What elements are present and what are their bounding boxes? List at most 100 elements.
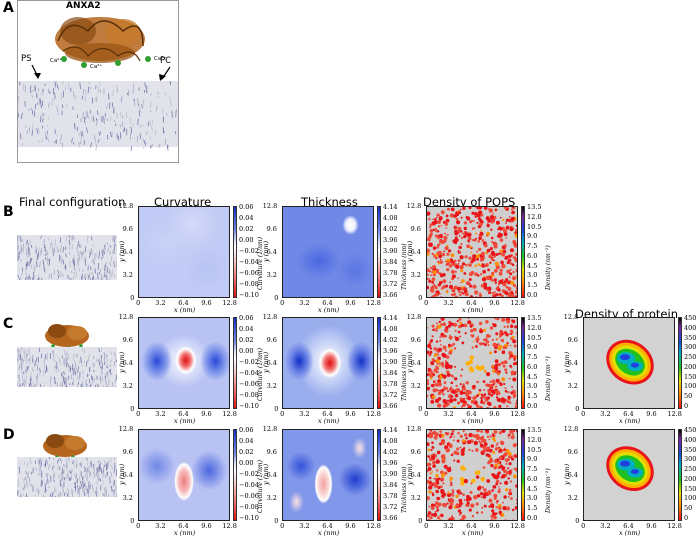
colorbar-tick-label: 10.5 bbox=[527, 223, 541, 231]
colorbar-tick-label: 3.78 bbox=[383, 269, 397, 277]
protein-on-membrane-c bbox=[17, 322, 117, 387]
colorbar-tick-label: 0.04 bbox=[239, 437, 253, 445]
y-axis-label: y (nm) bbox=[406, 241, 414, 262]
colorbar-thickness bbox=[377, 317, 381, 409]
colorbar-label: Density (nm⁻²) bbox=[545, 356, 552, 401]
x-tick-label: 0 bbox=[136, 522, 140, 530]
panel-label-c: C bbox=[3, 316, 13, 332]
y-axis-label: y (nm) bbox=[118, 352, 126, 373]
colorbar-tick-label: 400 bbox=[684, 436, 696, 444]
colorbar-tick-label: 3.84 bbox=[383, 258, 397, 266]
colorbar-tick-label: 0 bbox=[684, 514, 688, 522]
y-axis-label: y (nm) bbox=[118, 464, 126, 485]
y-tick-label: 3.2 bbox=[411, 271, 421, 279]
colorbar-tick-label: 3.90 bbox=[383, 358, 397, 366]
x-tick-label: 9.6 bbox=[489, 410, 499, 418]
colorbar-tick-label: 4.14 bbox=[383, 203, 397, 211]
colorbar-tick-label: 1.5 bbox=[527, 392, 537, 400]
colorbar-tick-label: 3.66 bbox=[383, 402, 397, 410]
x-tick-label: 9.6 bbox=[489, 522, 499, 530]
x-tick-label: 12.8 bbox=[222, 410, 236, 418]
colorbar-tick-label: 9.0 bbox=[527, 455, 537, 463]
colorbar-tick-label: −0.08 bbox=[239, 503, 259, 511]
colorbar-tick-label: 450 bbox=[684, 314, 696, 322]
x-tick-label: 9.6 bbox=[345, 299, 355, 307]
x-tick-label: 9.6 bbox=[201, 410, 211, 418]
colorbar-tick-label: 12.0 bbox=[527, 324, 541, 332]
colorbar-tick-label: 3.0 bbox=[527, 382, 537, 390]
x-axis-label: x (nm) bbox=[174, 417, 195, 425]
y-tick-label: 0 bbox=[130, 405, 134, 413]
colorbar-tick-label: 4.5 bbox=[527, 373, 537, 381]
final-config-d bbox=[17, 432, 117, 497]
colorbar-tick-label: 4.5 bbox=[527, 485, 537, 493]
y-tick-label: 12.8 bbox=[119, 425, 133, 433]
colorbar-tick-label: −0.06 bbox=[239, 380, 259, 388]
colorbar-tick-label: 0.0 bbox=[527, 291, 537, 299]
pops-density-pattern bbox=[427, 430, 518, 521]
colorbar-tick-label: 0.00 bbox=[239, 347, 253, 355]
colorbar-tick-label: 0.04 bbox=[239, 325, 253, 333]
y-tick-label: 0 bbox=[418, 294, 422, 302]
colorbar-tick-label: 4.08 bbox=[383, 437, 397, 445]
colorbar-density_pops bbox=[521, 206, 525, 298]
y-tick-label: 12.8 bbox=[119, 313, 133, 321]
colorbar-tick-label: 12.0 bbox=[527, 436, 541, 444]
y-tick-label: 3.2 bbox=[123, 494, 133, 502]
y-tick-label: 3.2 bbox=[267, 271, 277, 279]
colorbar-tick-label: 50 bbox=[684, 392, 692, 400]
colorbar-tick-label: 3.84 bbox=[383, 369, 397, 377]
x-tick-label: 9.6 bbox=[345, 522, 355, 530]
x-tick-label: 9.6 bbox=[201, 299, 211, 307]
calcium-ion bbox=[81, 62, 87, 68]
y-axis-label: y (nm) bbox=[262, 464, 270, 485]
x-axis-label: x (nm) bbox=[462, 306, 483, 314]
y-tick-label: 3.2 bbox=[411, 494, 421, 502]
x-tick-label: 3.2 bbox=[299, 410, 309, 418]
y-tick-label: 9.6 bbox=[411, 448, 421, 456]
x-tick-label: 12.8 bbox=[667, 522, 681, 530]
colorbar-tick-label: 4.02 bbox=[383, 225, 397, 233]
y-tick-label: 3.2 bbox=[267, 494, 277, 502]
heatmap-density_protein-d bbox=[583, 429, 675, 521]
x-axis-label: x (nm) bbox=[462, 417, 483, 425]
colorbar-tick-label: 250 bbox=[684, 353, 696, 361]
y-tick-label: 3.2 bbox=[568, 494, 578, 502]
colorbar-tick-label: 4.08 bbox=[383, 214, 397, 222]
colorbar-tick-label: 4.5 bbox=[527, 262, 537, 270]
colorbar-tick-label: 4.02 bbox=[383, 336, 397, 344]
ps-arrowhead bbox=[34, 73, 41, 79]
colorbar-tick-label: 7.5 bbox=[527, 353, 537, 361]
x-tick-label: 0 bbox=[581, 410, 585, 418]
colorbar-tick-label: 0.00 bbox=[239, 236, 253, 244]
y-tick-label: 9.6 bbox=[267, 225, 277, 233]
y-tick-label: 0 bbox=[575, 405, 579, 413]
colorbar-tick-label: 1.5 bbox=[527, 281, 537, 289]
colorbar-density_pops bbox=[521, 429, 525, 521]
x-tick-label: 12.8 bbox=[510, 410, 524, 418]
colorbar-tick-label: −0.06 bbox=[239, 492, 259, 500]
colorbar-tick-label: 7.5 bbox=[527, 242, 537, 250]
colorbar-thickness bbox=[377, 206, 381, 298]
x-axis-label: x (nm) bbox=[174, 306, 195, 314]
heatmap-density_pops-c bbox=[426, 317, 518, 409]
colorbar-tick-label: 0.02 bbox=[239, 336, 253, 344]
x-axis-label: x (nm) bbox=[318, 306, 339, 314]
x-tick-label: 3.2 bbox=[443, 410, 453, 418]
colorbar-tick-label: 3.66 bbox=[383, 291, 397, 299]
colorbar-tick-label: 250 bbox=[684, 465, 696, 473]
y-tick-label: 9.6 bbox=[123, 225, 133, 233]
x-tick-label: 9.6 bbox=[646, 522, 656, 530]
colorbar-tick-label: 6.0 bbox=[527, 475, 537, 483]
y-tick-label: 3.2 bbox=[267, 382, 277, 390]
colorbar-tick-label: 0.06 bbox=[239, 314, 253, 322]
x-tick-label: 3.2 bbox=[155, 410, 165, 418]
colorbar-tick-label: 3.96 bbox=[383, 459, 397, 467]
x-tick-label: 12.8 bbox=[222, 522, 236, 530]
colorbar-curvature bbox=[233, 317, 237, 409]
colorbar-tick-label: −0.10 bbox=[239, 514, 259, 522]
colorbar-tick-label: 50 bbox=[684, 504, 692, 512]
y-axis-label: y (nm) bbox=[406, 464, 414, 485]
colorbar-tick-label: 6.0 bbox=[527, 363, 537, 371]
y-tick-label: 12.8 bbox=[564, 425, 578, 433]
